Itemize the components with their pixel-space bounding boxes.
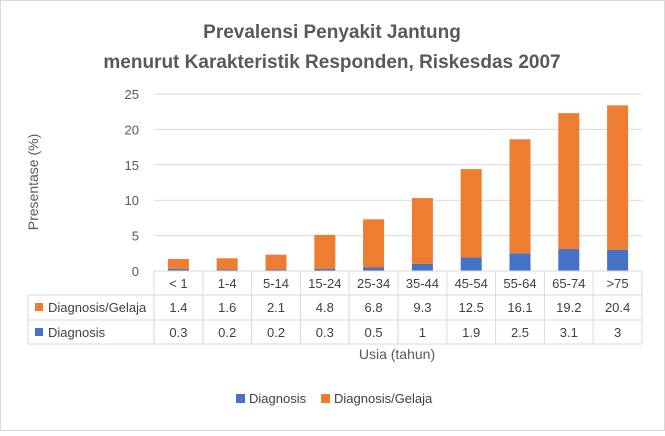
bar-diagnosis [314,268,336,271]
data-label: 6.8 [365,300,383,315]
data-label: 2.1 [267,300,285,315]
bar-diagnosis-gelaja [411,198,433,264]
y-tick-label: 5 [132,229,139,244]
y-axis: 0 5 10 15 20 25 [125,87,139,279]
bar-diagnosis [363,267,385,271]
chart-title-line1: Prevalensi Penyakit Jantung [203,22,461,43]
y-tick-label: 15 [125,158,139,173]
bar-diagnosis [411,263,433,271]
y-tick-label: 0 [132,264,139,279]
y-tick-label: 20 [125,122,139,137]
data-label: 0.2 [267,325,285,340]
table-legend-key [35,303,43,311]
bar-diagnosis [558,249,580,271]
data-label: 1.4 [169,300,187,315]
legend: Diagnosis Diagnosis/Gelaja [236,391,433,406]
data-label: 0.2 [218,325,236,340]
data-label: 20.4 [605,300,630,315]
y-tick-label: 10 [125,193,139,208]
data-label: 16.1 [507,300,532,315]
bars [167,105,629,271]
bar-diagnosis-gelaja [460,169,482,258]
data-label: 4.8 [316,300,334,315]
data-label: 3.1 [560,325,578,340]
data-label: 19.2 [556,300,581,315]
x-tick-label: 65-74 [552,276,585,291]
x-tick-label: 5-14 [263,276,289,291]
bar-diagnosis [460,257,482,271]
data-label: 9.3 [413,300,431,315]
bar-diagnosis-gelaja [363,219,385,268]
data-label: 1.6 [218,300,236,315]
data-label: 12.5 [459,300,484,315]
x-tick-label: 55-64 [503,276,536,291]
bar-diagnosis-gelaja [216,258,238,270]
legend-label: Diagnosis [249,391,307,406]
table-series-name: Diagnosis [48,325,106,340]
table-legend-key [35,328,43,336]
bar-diagnosis [265,269,287,271]
data-table: < 1 1-4 5-14 15-24 25-34 35-44 45-54 55-64 65-74… [27,270,643,345]
x-tick-label: >75 [607,276,629,291]
x-tick-label: 1-4 [218,276,237,291]
bar-diagnosis [216,269,238,271]
legend-key [321,394,330,403]
legend-key [236,394,245,403]
bar-diagnosis-gelaja [167,258,189,269]
data-label: 1.9 [462,325,480,340]
bar-diagnosis [607,249,629,271]
data-label: 2.5 [511,325,529,340]
data-label: 3 [614,325,621,340]
x-axis-label: Usia (tahun) [359,346,435,362]
x-tick-label: 25-34 [357,276,390,291]
bar-diagnosis-gelaja [558,113,580,250]
bar-diagnosis-gelaja [509,139,531,254]
x-tick-label: 45-54 [455,276,488,291]
y-tick-label: 25 [125,87,139,102]
data-label: 0.5 [365,325,383,340]
chart-title-line2: menurut Karakteristik Responden, Riskesd… [103,52,560,73]
bar-diagnosis-gelaja [607,105,629,250]
y-axis-label: Presentase (%) [25,134,41,230]
bar-diagnosis [509,253,531,271]
data-label: 1 [419,325,426,340]
bar-diagnosis-gelaja [314,234,336,269]
bar-diagnosis [167,268,189,271]
table-series-name: Diagnosis/Gelaja [48,300,147,315]
legend-label: Diagnosis/Gelaja [334,391,433,406]
bar-diagnosis-gelaja [265,254,287,270]
data-label: 0.3 [169,325,187,340]
x-tick-label: 35-44 [406,276,439,291]
data-label: 0.3 [316,325,334,340]
x-tick-label: < 1 [169,276,187,291]
x-tick-label: 15-24 [308,276,341,291]
